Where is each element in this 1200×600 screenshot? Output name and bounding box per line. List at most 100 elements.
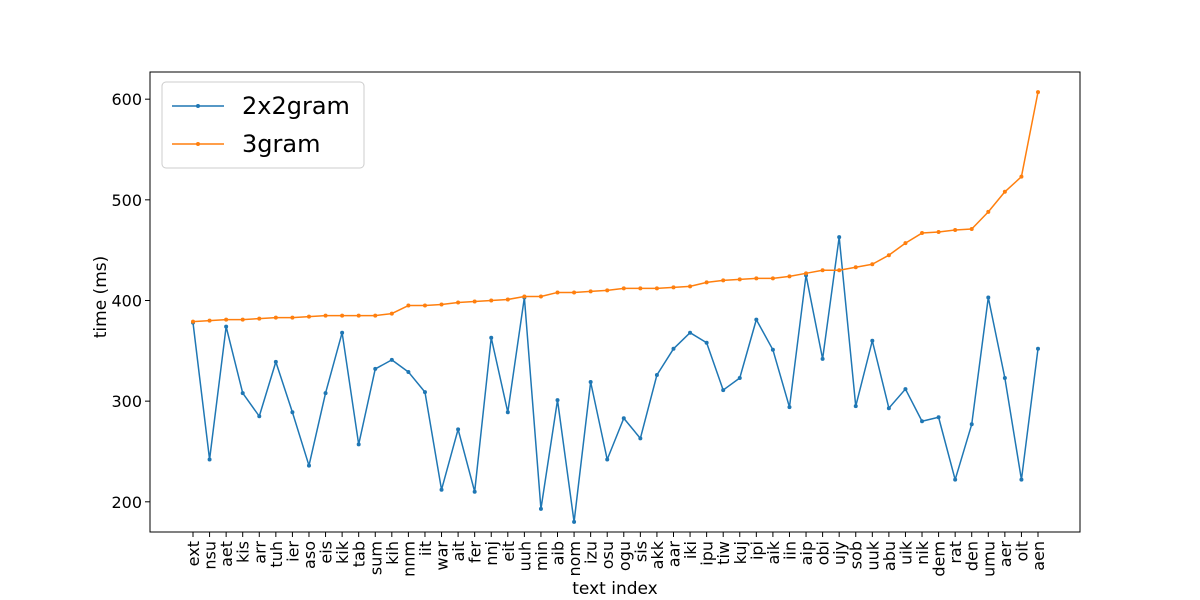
x-tick-label: iki bbox=[681, 541, 700, 559]
data-point bbox=[572, 519, 577, 524]
data-point bbox=[820, 356, 825, 361]
y-tick-label: 400 bbox=[111, 291, 142, 310]
data-point bbox=[389, 311, 394, 316]
data-point bbox=[605, 457, 610, 462]
data-point bbox=[290, 315, 295, 320]
data-point bbox=[224, 324, 229, 329]
data-point bbox=[406, 369, 411, 374]
data-point bbox=[306, 463, 311, 468]
data-point bbox=[191, 319, 195, 324]
data-point bbox=[389, 357, 394, 362]
x-tick-label: nik bbox=[913, 540, 932, 565]
data-point bbox=[472, 489, 477, 494]
data-point bbox=[621, 416, 626, 421]
x-axis: extnsuaetkisarrtuhierasoeiskiktabsumkihn… bbox=[184, 532, 1048, 577]
x-tick-label: rat bbox=[946, 541, 965, 564]
x-tick-label: kik bbox=[333, 540, 352, 564]
data-point bbox=[240, 317, 245, 322]
x-tick-label: abu bbox=[880, 541, 899, 571]
data-point bbox=[903, 387, 908, 392]
data-point bbox=[953, 477, 958, 482]
data-point bbox=[638, 286, 643, 291]
data-point bbox=[323, 391, 328, 396]
data-point bbox=[422, 303, 427, 308]
legend-label: 2x2gram bbox=[242, 92, 350, 120]
data-point bbox=[737, 277, 742, 282]
data-point bbox=[853, 404, 858, 409]
x-tick-label: ujy bbox=[830, 541, 849, 565]
data-point bbox=[538, 506, 543, 511]
data-point bbox=[1036, 90, 1040, 95]
data-point bbox=[456, 427, 461, 432]
legend-marker bbox=[196, 104, 200, 108]
series-3gram bbox=[191, 90, 1040, 324]
data-point bbox=[704, 340, 709, 345]
data-point bbox=[986, 209, 991, 214]
legend-label: 3gram bbox=[242, 130, 320, 158]
y-axis: 200 300 400 500 600 bbox=[111, 90, 150, 512]
x-tick-label: nnm bbox=[399, 541, 418, 577]
x-tick-label: arr bbox=[250, 541, 269, 564]
data-point bbox=[340, 330, 345, 335]
legend-frame bbox=[161, 81, 365, 169]
data-point bbox=[986, 295, 991, 300]
x-tick-label: kuj bbox=[731, 541, 750, 564]
x-tick-label: eis bbox=[317, 541, 336, 564]
x-tick-label: obi bbox=[814, 541, 833, 565]
x-tick-label: aer bbox=[996, 541, 1015, 568]
data-point bbox=[837, 268, 842, 273]
data-point bbox=[489, 298, 494, 303]
data-point bbox=[356, 442, 361, 447]
data-point bbox=[356, 313, 361, 318]
data-point bbox=[505, 297, 510, 302]
data-point bbox=[1019, 477, 1024, 482]
y-axis-label: time (ms) bbox=[91, 256, 111, 339]
x-tick-label: dem bbox=[930, 541, 949, 577]
data-point bbox=[688, 284, 693, 289]
data-point bbox=[936, 230, 941, 235]
data-point bbox=[439, 487, 444, 492]
data-point bbox=[1002, 375, 1007, 380]
data-point bbox=[638, 436, 643, 441]
data-point bbox=[654, 286, 659, 291]
data-point bbox=[671, 285, 676, 290]
x-tick-label: nom bbox=[565, 541, 584, 577]
data-point bbox=[257, 414, 262, 419]
plot-frame bbox=[149, 71, 1081, 533]
data-point bbox=[704, 280, 709, 285]
x-tick-label: aso bbox=[300, 541, 319, 569]
x-tick-label: aip bbox=[797, 541, 816, 565]
x-tick-label: aet bbox=[217, 541, 236, 567]
x-tick-label: aen bbox=[1029, 541, 1048, 571]
x-tick-label: fer bbox=[466, 541, 485, 563]
x-tick-label: iin bbox=[780, 541, 799, 560]
data-point bbox=[920, 231, 925, 236]
data-point bbox=[1019, 174, 1024, 179]
x-tick-label: umu bbox=[979, 541, 998, 577]
data-point bbox=[439, 302, 444, 307]
data-point bbox=[721, 278, 726, 283]
x-tick-label: akk bbox=[648, 540, 667, 569]
x-tick-label: sis bbox=[631, 541, 650, 562]
data-point bbox=[555, 398, 560, 403]
data-point bbox=[224, 317, 229, 322]
data-point bbox=[505, 410, 510, 415]
data-point bbox=[770, 347, 775, 352]
data-point bbox=[787, 405, 792, 410]
x-tick-label: min bbox=[532, 541, 551, 571]
data-point bbox=[688, 330, 693, 335]
data-point bbox=[770, 276, 775, 281]
data-point bbox=[422, 390, 427, 395]
data-point bbox=[969, 422, 974, 427]
x-tick-label: aar bbox=[664, 541, 683, 568]
data-point bbox=[621, 286, 626, 291]
data-point bbox=[886, 253, 891, 258]
data-point bbox=[555, 290, 560, 295]
x-tick-label: oit bbox=[1012, 541, 1031, 562]
data-point bbox=[522, 294, 527, 299]
data-point bbox=[207, 457, 212, 462]
data-point bbox=[572, 290, 577, 295]
data-point bbox=[969, 227, 974, 232]
data-point bbox=[588, 380, 593, 385]
